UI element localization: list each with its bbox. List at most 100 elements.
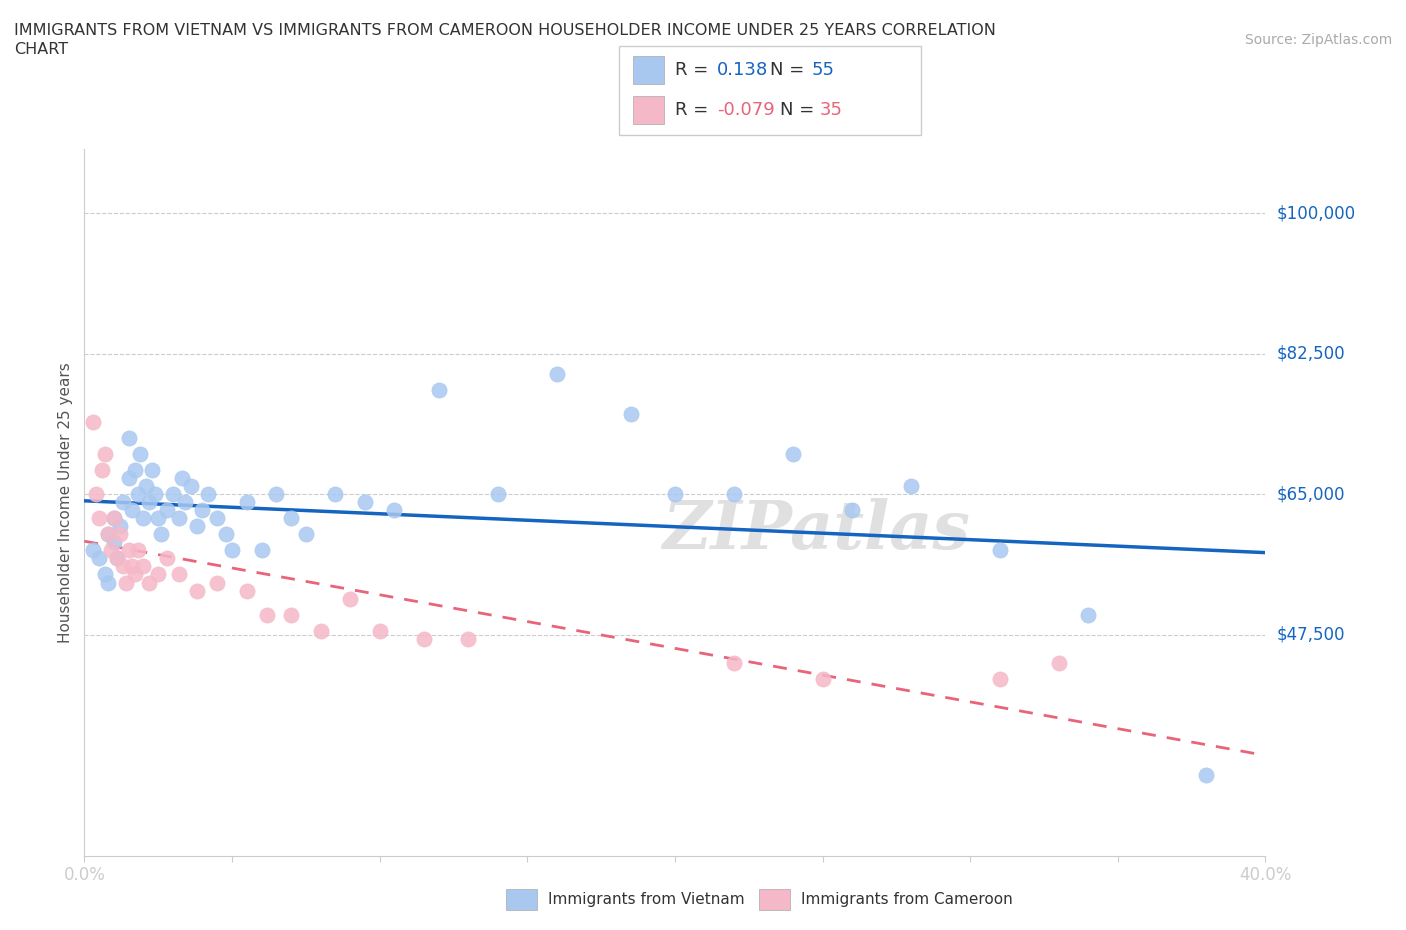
Point [180,479,202,494]
Point [103,535,125,550]
Point [167,511,190,525]
Point [100,543,122,558]
Point [108,527,131,542]
Point [97,527,120,542]
Point [94,567,117,582]
Point [988,543,1011,558]
Text: $100,000: $100,000 [1277,204,1355,222]
Point [148,567,170,582]
Point [118,431,141,445]
Point [156,551,179,565]
Point [105,551,128,565]
Point [256,607,278,622]
Point [129,446,152,461]
Point [486,486,509,501]
Point [186,519,208,534]
Point [295,527,318,542]
Point [91,462,114,477]
Point [413,631,436,646]
Point [124,567,146,582]
Point [382,503,406,518]
Point [841,503,863,518]
Text: 55: 55 [811,60,834,79]
Text: -0.079: -0.079 [717,100,775,119]
Point [988,671,1011,686]
Point [782,446,804,461]
Text: Immigrants from Vietnam: Immigrants from Vietnam [548,892,745,907]
Point [170,471,193,485]
Point [1077,607,1099,622]
Point [132,511,155,525]
Point [141,462,163,477]
Text: Source: ZipAtlas.com: Source: ZipAtlas.com [1244,33,1392,46]
Point [156,503,179,518]
Point [103,511,125,525]
Point [1195,768,1218,783]
Text: 35: 35 [820,100,842,119]
Point [111,559,134,574]
Point [173,495,195,510]
Text: $65,000: $65,000 [1277,485,1346,503]
Point [124,462,146,477]
Point [280,607,302,622]
Point [162,486,184,501]
Point [127,543,149,558]
Point [150,527,173,542]
Point [457,631,479,646]
Text: ZIPatlas: ZIPatlas [662,498,970,563]
Text: $82,500: $82,500 [1277,345,1346,363]
Text: N =: N = [780,100,820,119]
Point [354,495,377,510]
Point [723,656,745,671]
Point [323,486,347,501]
Text: IMMIGRANTS FROM VIETNAM VS IMMIGRANTS FROM CAMEROON HOUSEHOLDER INCOME UNDER 25 : IMMIGRANTS FROM VIETNAM VS IMMIGRANTS FR… [14,23,995,38]
Point [427,382,450,397]
Point [619,406,641,421]
Point [1047,656,1070,671]
Point [121,503,143,518]
Text: R =: R = [675,60,714,79]
Point [87,551,111,565]
Point [97,575,120,590]
Point [82,543,104,558]
Point [94,446,117,461]
Point [235,583,259,598]
Text: $47,500: $47,500 [1277,626,1346,644]
Text: 0.138: 0.138 [717,60,768,79]
Point [108,519,131,534]
Point [221,543,243,558]
Point [167,567,190,582]
Point [664,486,686,501]
Point [87,511,111,525]
Point [215,527,238,542]
Point [111,495,134,510]
Text: Immigrants from Cameroon: Immigrants from Cameroon [801,892,1014,907]
Point [143,486,166,501]
Point [264,486,288,501]
Point [118,543,141,558]
Text: CHART: CHART [14,42,67,57]
Point [135,479,157,494]
Point [97,527,120,542]
Point [138,575,160,590]
Point [132,559,155,574]
Point [186,583,208,598]
Point [121,559,143,574]
Point [723,486,745,501]
Point [250,543,273,558]
Y-axis label: Householder Income Under 25 years: Householder Income Under 25 years [58,362,73,643]
Point [280,511,302,525]
Point [197,486,219,501]
Point [309,623,332,638]
Point [84,486,107,501]
Point [138,495,160,510]
Point [205,575,228,590]
Point [235,495,259,510]
Point [205,511,228,525]
Point [900,479,922,494]
Point [811,671,834,686]
Text: R =: R = [675,100,714,119]
Text: N =: N = [770,60,810,79]
Point [105,551,128,565]
Point [546,366,568,381]
